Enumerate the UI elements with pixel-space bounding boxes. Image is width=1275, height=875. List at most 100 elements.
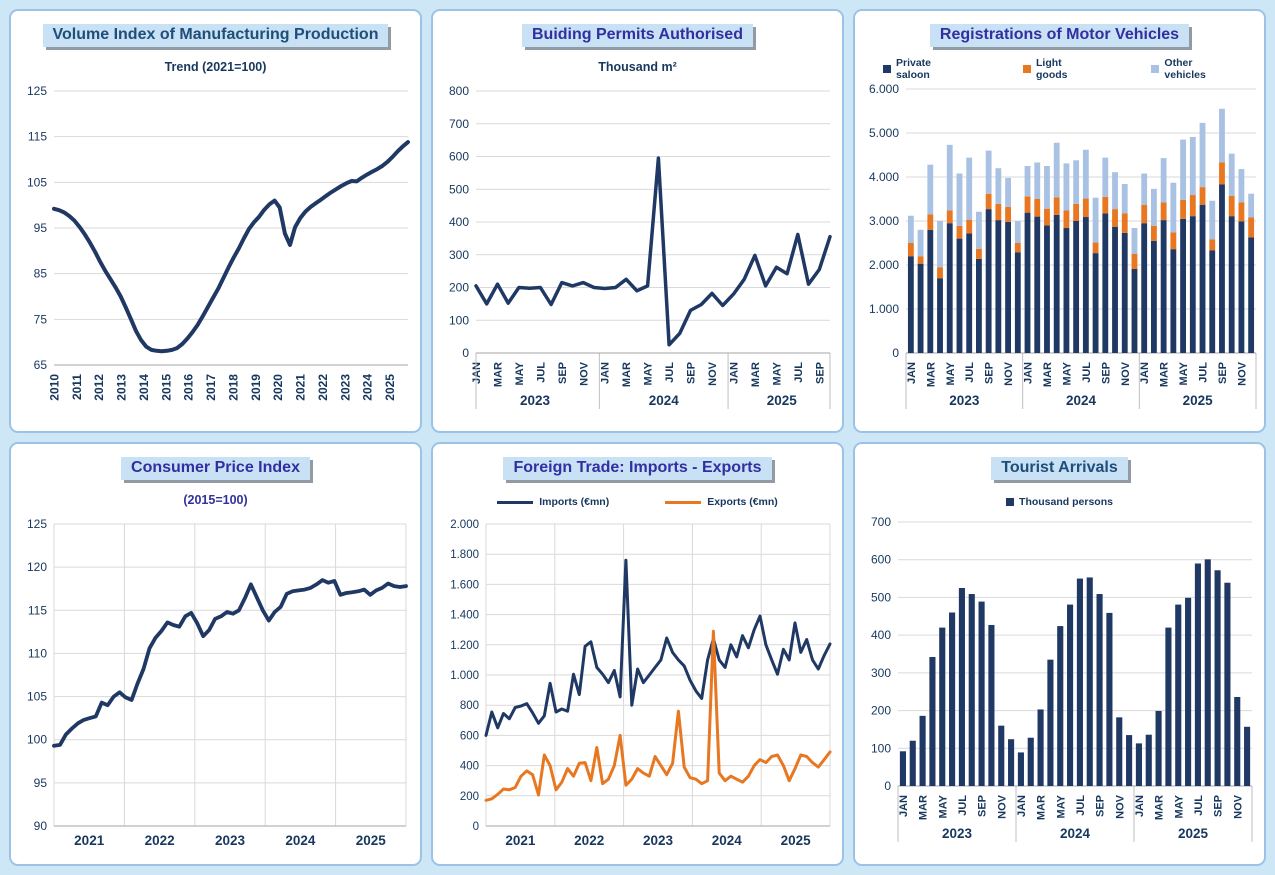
svg-text:NOV: NOV [1236,361,1248,386]
svg-text:MAY: MAY [1173,794,1185,818]
svg-text:800: 800 [448,84,468,98]
svg-text:JAN: JAN [599,362,611,384]
panel-title-building-permits: Buiding Permits Authorised [522,24,753,47]
svg-text:2020: 2020 [271,374,285,401]
svg-text:600: 600 [459,730,478,742]
svg-text:6.000: 6.000 [868,82,898,96]
svg-text:JAN: JAN [897,795,909,817]
svg-text:3.000: 3.000 [868,214,898,228]
svg-text:JUL: JUL [535,362,547,383]
svg-text:NOV: NOV [1119,361,1131,386]
svg-text:NOV: NOV [707,361,719,386]
svg-text:115: 115 [27,130,46,144]
svg-text:JUL: JUL [792,362,804,383]
imports-line-swatch-icon [497,500,534,504]
svg-text:65: 65 [33,358,47,372]
motor-vehicle-registrations-chart: 0 1.000 2.000 3.000 4.000 5.000 6.000 JAN MAR MAY… [868,82,1256,409]
private-saloon-swatch-icon [883,65,891,73]
svg-text:115: 115 [27,603,46,617]
legend-item-imports: Imports (€mn) [497,496,609,508]
light-goods-swatch-icon [1023,65,1031,73]
svg-text:2019: 2019 [248,374,262,401]
svg-text:2022: 2022 [315,374,329,401]
svg-text:2018: 2018 [226,374,240,401]
svg-text:1.600: 1.600 [450,579,479,591]
svg-text:JUL: JUL [1080,362,1092,383]
svg-text:SEP: SEP [1094,795,1106,817]
svg-text:700: 700 [870,515,890,529]
legend-label-private-saloon: Private saloon [896,57,932,81]
svg-text:2024: 2024 [285,833,316,848]
svg-text:2023: 2023 [338,374,352,401]
svg-text:105: 105 [26,175,46,189]
svg-text:5.000: 5.000 [868,126,898,140]
svg-text:2013: 2013 [114,374,128,401]
legend-item-light-goods: Light goods [1023,57,1095,81]
legend-label-other-vehicles: Other vehicles [1164,57,1206,81]
svg-text:100: 100 [26,733,46,747]
svg-text:MAR: MAR [1153,795,1165,820]
svg-text:NOV: NOV [1114,794,1126,819]
svg-text:2023: 2023 [949,393,980,408]
svg-text:MAY: MAY [771,361,783,385]
svg-text:JAN: JAN [471,362,483,384]
svg-text:95: 95 [33,221,47,235]
svg-text:4.000: 4.000 [868,170,898,184]
panel-title-foreign-trade: Foreign Trade: Imports - Exports [503,457,772,480]
svg-text:0: 0 [892,346,899,360]
foreign-trade-chart: 0 200 400 600 800 1.000 1.200 1.400 1.600 1.800 2.… [450,519,831,848]
svg-text:1.800: 1.800 [450,549,479,561]
svg-text:MAR: MAR [1035,795,1047,820]
svg-text:2024: 2024 [1065,393,1096,408]
panel-tourist-arrivals: Tourist Arrivals Thousand persons 0 100 20… [853,442,1266,866]
legend-label-imports: Imports (€mn) [539,496,610,508]
svg-text:NOV: NOV [1232,794,1244,819]
svg-text:105: 105 [26,690,46,704]
svg-text:MAR: MAR [925,362,937,387]
svg-text:100: 100 [448,313,468,327]
svg-text:SEP: SEP [1216,362,1228,384]
svg-text:2024: 2024 [1059,826,1090,841]
svg-text:600: 600 [870,553,890,567]
svg-text:2025: 2025 [1177,826,1208,841]
svg-text:300: 300 [870,666,890,680]
svg-text:SEP: SEP [976,795,988,817]
svg-text:2016: 2016 [181,374,195,401]
legend-item-exports: Exports (€mn) [665,496,778,508]
consumer-price-index-chart: 90 95 100 105 110 115 120 125 2021 2022 2023 2024 20… [26,517,408,848]
svg-text:125: 125 [26,517,46,531]
svg-text:0: 0 [884,779,891,793]
svg-text:MAY: MAY [1178,361,1190,385]
svg-text:2023: 2023 [941,826,972,841]
svg-text:400: 400 [870,628,890,642]
svg-text:2023: 2023 [214,833,245,848]
svg-text:2012: 2012 [92,374,106,401]
svg-text:600: 600 [448,150,468,164]
legend-item-private-saloon: Private saloon [883,57,967,81]
panel-title-tourist-arrivals: Tourist Arrivals [991,457,1128,480]
svg-text:300: 300 [448,248,468,262]
legend-label-exports: Exports (€mn) [707,496,778,508]
panel-building-permits: Buiding Permits Authorised Thousand m² 0… [431,9,844,433]
svg-text:500: 500 [870,590,890,604]
svg-text:2.000: 2.000 [450,519,479,531]
building-permits-subtitle: Thousand m² [598,60,677,74]
panel-motor-vehicle-registrations: Registrations of Motor Vehicles Private … [853,9,1266,433]
svg-text:NOV: NOV [996,794,1008,819]
svg-text:2021: 2021 [293,374,307,401]
svg-text:MAR: MAR [917,795,929,820]
manufacturing-production-chart: 65 75 85 95 105 115 125 2010 2011 2012 2013 2014 201… [26,84,410,401]
svg-text:MAR: MAR [1041,362,1053,387]
legend-item-thousand-persons: Thousand persons [1006,496,1113,508]
svg-text:MAY: MAY [513,361,525,385]
svg-text:MAY: MAY [1055,794,1067,818]
svg-text:NOV: NOV [578,361,590,386]
svg-text:90: 90 [33,819,47,833]
svg-text:MAY: MAY [944,361,956,385]
svg-text:0: 0 [472,821,478,833]
legend-label-light-goods: Light goods [1036,57,1068,81]
panel-title-consumer-price-index: Consumer Price Index [121,457,310,480]
svg-text:2024: 2024 [360,374,374,401]
thousand-persons-swatch-icon [1006,498,1015,506]
